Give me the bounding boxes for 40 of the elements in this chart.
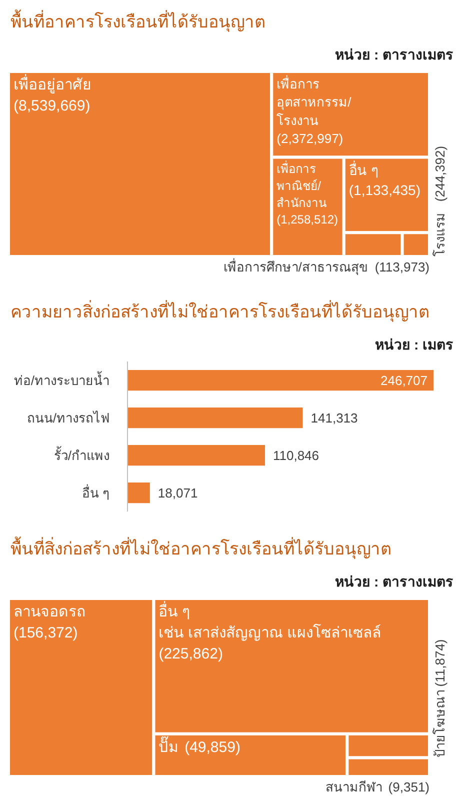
text: พื้นที่สิ่งก่อสร้างที่ไม่ใช่อาคารโรงเรือนที่ได้รับอนุญาต bbox=[10, 536, 392, 560]
data-label: (113,973) bbox=[374, 260, 430, 274]
y-tick-label: ท่อ/ทางระบายน้ำ bbox=[14, 370, 110, 388]
text: พื้นที่อาคารโรงเรือนที่ได้รับอนุญาต bbox=[10, 10, 266, 32]
data-label: (156,372) bbox=[14, 624, 78, 642]
data-label: (9,351) bbox=[388, 780, 430, 794]
category-label: โรงแรม bbox=[432, 212, 448, 256]
data-label: (244,392) bbox=[432, 146, 448, 202]
data-label: (8,539,669) bbox=[14, 98, 90, 114]
data-label: (2,372,997) bbox=[276, 131, 344, 146]
chart-subtitle: หน่วย : เมตร bbox=[375, 336, 454, 352]
data-label: (11,874) bbox=[432, 639, 448, 687]
chart-title: ความยาวสิ่งก่อสร้างที่ไม่ใช่อาคารโรงเรือนที่ได้รับอนุญาต bbox=[10, 300, 430, 322]
data-label: (1,258,512) bbox=[276, 212, 338, 227]
category-label: ลานจอดรถ bbox=[14, 604, 86, 620]
bar bbox=[128, 370, 434, 391]
bar bbox=[128, 444, 265, 466]
y-tick-label: รั้ว/กำแพง bbox=[54, 446, 110, 463]
data-label: 141,313 bbox=[310, 410, 358, 426]
text: หน่วย : ตารางเมตร bbox=[335, 574, 454, 590]
y-tick-label: ถนน/ทางรถไฟ bbox=[26, 410, 110, 426]
data-label: (49,859) bbox=[184, 738, 240, 756]
category-label: สนามกีฬา bbox=[325, 780, 382, 794]
data-label: (225,862) bbox=[158, 646, 223, 662]
category-label: อื่น ๆ bbox=[348, 161, 379, 178]
category-label: เพื่ออยู่อาศัย bbox=[14, 74, 92, 94]
data-label: 18,071 bbox=[158, 485, 198, 500]
category-label: ปั๊ม bbox=[158, 736, 179, 756]
bar bbox=[128, 482, 150, 504]
category-label: อื่น ๆ เช่น เสาส่งสัญญาณ แผงโซล่าเซลล์ bbox=[158, 600, 382, 642]
data-label: 246,707 bbox=[380, 372, 428, 388]
category-label: ป้ายโฆษณา bbox=[432, 690, 448, 758]
y-tick-label: อื่น ๆ bbox=[82, 484, 110, 500]
text: หน่วย : ตารางเมตร bbox=[335, 46, 454, 62]
bar bbox=[128, 407, 303, 428]
data-label: 110,846 bbox=[272, 448, 320, 463]
category-label: เพื่อการ พาณิชย์/ สำนักงาน bbox=[276, 160, 327, 210]
category-label: เพื่อการศึกษา/สาธารณสุข bbox=[223, 258, 368, 276]
category-label: เพื่อการ อุตสาหกรรม/ โรงงาน bbox=[276, 76, 352, 128]
data-label: (1,133,435) bbox=[348, 182, 420, 198]
